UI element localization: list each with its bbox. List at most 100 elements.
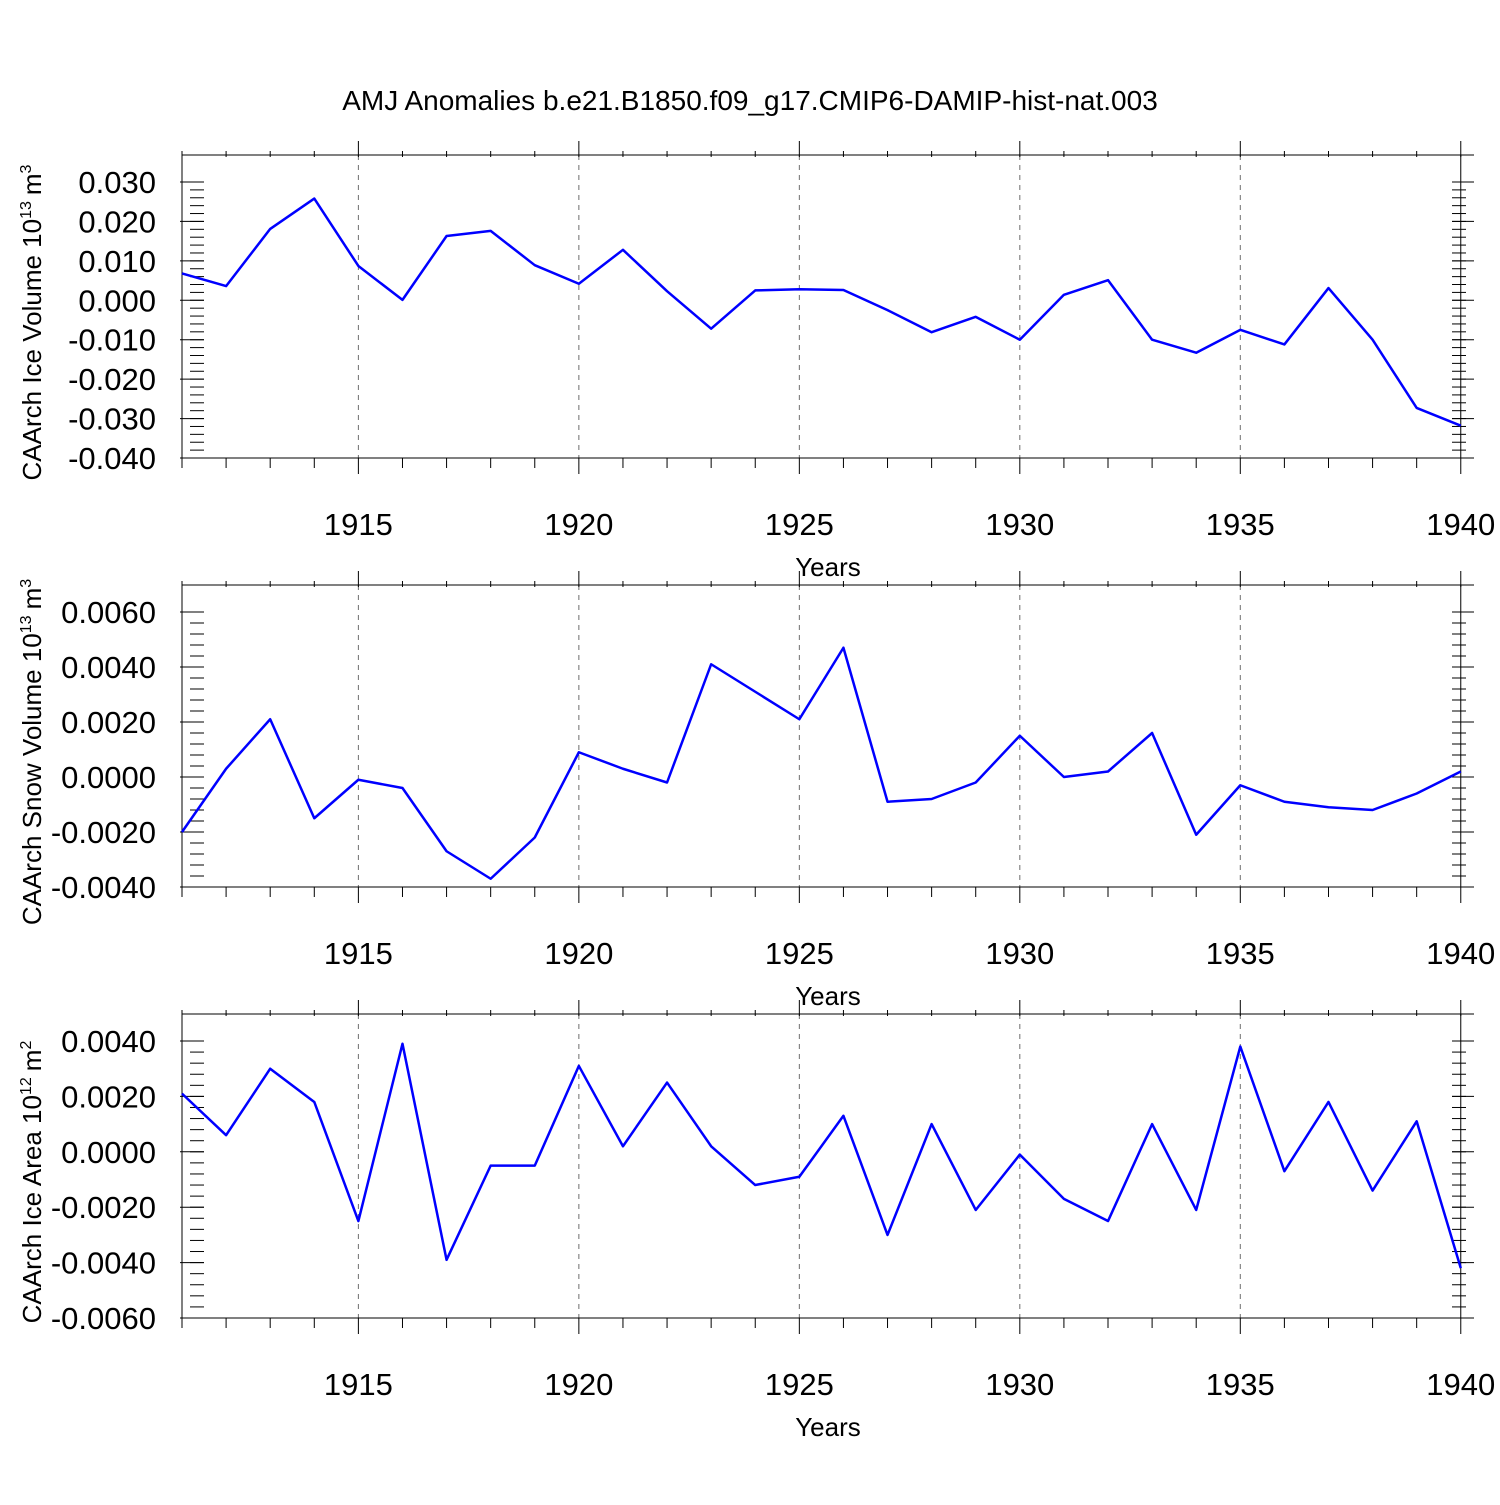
panel-2: -0.0040 -0.0020 0.0000 0.0020 0.0040 0.0060 19…: [17, 571, 1495, 1011]
data-point: [754, 289, 756, 291]
y-axis-label-unit-exponent: 3: [18, 164, 35, 173]
y-axis-label-unit-exponent: 3: [18, 579, 35, 588]
data-point: [1107, 770, 1109, 772]
data-point: [534, 264, 536, 266]
x-tick-label: 1925: [765, 1367, 834, 1402]
data-point: [1371, 809, 1373, 811]
x-tick-label: 1915: [324, 936, 393, 971]
data-point: [1239, 1045, 1241, 1047]
data-point: [1460, 424, 1462, 426]
y-axis-label-unit: m: [17, 1050, 47, 1072]
data-point: [975, 316, 977, 318]
data-point: [842, 647, 844, 649]
y-tick-label: -0.020: [68, 362, 156, 397]
panel-1: -0.040 -0.030 -0.020 -0.010 0.000 0.010 0.020 0…: [17, 141, 1495, 582]
data-point: [1239, 329, 1241, 331]
data-point: [798, 1176, 800, 1178]
data-point: [886, 309, 888, 311]
data-point: [886, 801, 888, 803]
data-point: [842, 1115, 844, 1117]
data-point: [1019, 735, 1021, 737]
x-tick-label: 1930: [985, 936, 1054, 971]
x-tick-label: 1915: [324, 507, 393, 542]
data-point: [1239, 784, 1241, 786]
data-point: [1327, 287, 1329, 289]
panel-3: -0.0060 -0.0040 -0.0020 0.0000 0.0020 0.0040 1…: [17, 1000, 1495, 1442]
data-point: [710, 1145, 712, 1147]
data-point: [1019, 339, 1021, 341]
y-axis-label: CAArch Snow Volume 1013 m3: [17, 579, 47, 925]
y-tick-label: 0.020: [78, 204, 156, 239]
data-point: [225, 1134, 227, 1136]
y-tick-label: -0.0040: [51, 870, 156, 905]
x-axis-label: Years: [795, 981, 861, 1011]
data-point: [1415, 792, 1417, 794]
data-point: [1151, 732, 1153, 734]
data-point: [666, 290, 668, 292]
data-point: [666, 1081, 668, 1083]
data-point: [357, 1220, 359, 1222]
data-point: [1460, 1267, 1462, 1269]
y-tick-label: 0.000: [78, 283, 156, 318]
series-line: [180, 646, 1462, 880]
data-point: [1283, 1170, 1285, 1172]
x-tick-label: 1935: [1206, 507, 1275, 542]
y-axis-label-exponent: 12: [18, 1077, 35, 1095]
data-point: [445, 1259, 447, 1261]
data-point: [842, 289, 844, 291]
data-point: [975, 1209, 977, 1211]
x-tick-label: 1920: [544, 1367, 613, 1402]
data-point: [1195, 352, 1197, 354]
data-point: [489, 230, 491, 232]
data-point: [1107, 1220, 1109, 1222]
x-tick-label: 1920: [544, 507, 613, 542]
data-point: [357, 779, 359, 781]
data-point: [1415, 1120, 1417, 1122]
x-tick-label: 1940: [1426, 936, 1495, 971]
y-tick-label: -0.030: [68, 402, 156, 437]
data-point: [269, 1068, 271, 1070]
y-tick-label: 0.0060: [61, 595, 156, 630]
x-tick-label: 1930: [985, 1367, 1054, 1402]
data-point: [1283, 801, 1285, 803]
data-point: [1327, 1101, 1329, 1103]
data-point: [225, 285, 227, 287]
data-point: [622, 768, 624, 770]
y-axis-label-text: CAArch Ice Volume 10: [17, 219, 47, 481]
data-point: [181, 831, 183, 833]
x-tick-label: 1925: [765, 507, 834, 542]
data-point: [666, 781, 668, 783]
y-axis-label-unit: m: [17, 173, 47, 195]
data-point: [930, 798, 932, 800]
data-point: [754, 691, 756, 693]
data-point: [798, 288, 800, 290]
data-point: [313, 817, 315, 819]
y-axis-label-text: CAArch Snow Volume 10: [17, 633, 47, 925]
x-axis-label: Years: [795, 552, 861, 582]
chart-title: AMJ Anomalies b.e21.B1850.f09_g17.CMIP6-…: [342, 85, 1158, 116]
data-point: [445, 235, 447, 237]
data-point: [622, 1145, 624, 1147]
data-point: [1063, 294, 1065, 296]
x-tick-label: 1935: [1206, 1367, 1275, 1402]
data-point: [181, 1092, 183, 1094]
data-point: [401, 1043, 403, 1045]
y-tick-label: 0.0000: [61, 760, 156, 795]
data-point: [1415, 407, 1417, 409]
x-tick-label: 1940: [1426, 1367, 1495, 1402]
y-tick-label: 0.0040: [61, 1024, 156, 1059]
y-axis-label-unit: m: [17, 588, 47, 610]
data-point: [1460, 770, 1462, 772]
x-tick-label: 1915: [324, 1367, 393, 1402]
data-point: [269, 718, 271, 720]
data-point: [1151, 1123, 1153, 1125]
y-tick-label: 0.0040: [61, 650, 156, 685]
x-tick-label: 1925: [765, 936, 834, 971]
y-tick-label: 0.0020: [61, 1079, 156, 1114]
y-tick-label: 0.0020: [61, 705, 156, 740]
data-point: [1283, 343, 1285, 345]
y-tick-label: 0.030: [78, 165, 156, 200]
data-point: [1195, 834, 1197, 836]
